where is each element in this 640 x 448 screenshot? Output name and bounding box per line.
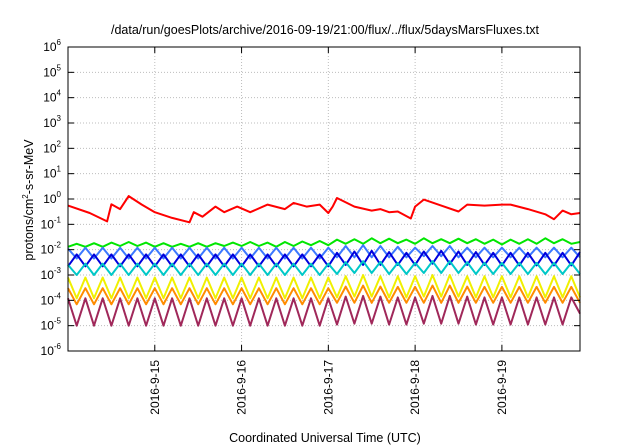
y-tick-label: 104 [43,89,61,105]
y-tick-exponent: 3 [57,114,62,123]
x-axis-label: Coordinated Universal Time (UTC) [229,431,421,445]
y-tick-base: 10 [43,167,57,181]
x-tick-label: 2016-9-16 [235,360,249,415]
chart-title: /data/run/goesPlots/archive/2016-09-19/2… [111,23,540,37]
y-tick-exponent: -4 [54,291,62,300]
y-tick-base: 10 [41,293,55,307]
x-tick-label: 2016-9-17 [321,360,335,415]
y-tick-exponent: 5 [57,63,62,72]
y-tick-label: 103 [43,114,61,130]
x-tick-labels: 2016-9-15 2016-9-16 2016-9-17 2016-9-18 2016… [148,360,509,415]
y-tick-exponent: -2 [54,241,62,250]
y-tick-exponent: 4 [57,89,62,98]
y-tick-exponent: -1 [54,215,62,224]
y-tick-label: 101 [43,165,61,181]
y-tick-base: 10 [41,344,55,358]
y-tick-exponent: -6 [54,342,62,351]
y-tick-label: 10-5 [41,317,62,333]
y-tick-base: 10 [43,116,57,130]
y-tick-exponent: 1 [57,165,62,174]
series-group [67,195,581,327]
y-tick-base: 10 [43,192,57,206]
y-tick-base: 10 [43,141,57,155]
y-tick-label: 10-4 [41,291,62,307]
y-tick-labels: 10-610-510-410-310-210-11001011021031041… [41,38,62,358]
y-tick-exponent: -3 [54,266,62,275]
series-line-6 [67,274,581,300]
series-line-7 [67,284,581,306]
axes-frame [67,46,581,352]
y-tick-label: 102 [43,139,61,155]
plot-frame [67,46,581,352]
y-tick-label: 10-2 [41,241,62,257]
y-tick-label: 10-1 [41,215,62,231]
x-tick-label: 2016-9-19 [495,360,509,415]
y-tick-base: 10 [43,40,57,54]
y-tick-exponent: 6 [57,38,62,47]
y-tick-label: 105 [43,63,61,79]
series-line-5 [67,260,581,276]
grid-lines [68,46,580,352]
y-axis-label: protons/cm2-s-sr-MeV [21,139,36,261]
y-tick-exponent: -5 [54,317,62,326]
x-tick-label: 2016-9-15 [148,360,162,415]
series-line-1 [67,195,581,224]
x-tick-label: 2016-9-18 [408,360,422,415]
y-tick-base: 10 [41,268,55,282]
y-tick-label: 10-3 [41,266,62,282]
series-line-8 [67,294,581,327]
series-line-2 [67,237,581,248]
y-tick-base: 10 [43,91,57,105]
y-tick-base: 10 [41,217,55,231]
y-tick-base: 10 [41,319,55,333]
y-tick-base: 10 [41,243,55,257]
y-tick-exponent: 2 [57,139,62,148]
y-tick-label: 10-6 [41,342,62,358]
y-tick-base: 10 [43,65,57,79]
y-tick-label: 106 [43,38,61,54]
y-tick-exponent: 0 [57,190,62,199]
y-tick-label: 100 [43,190,61,206]
